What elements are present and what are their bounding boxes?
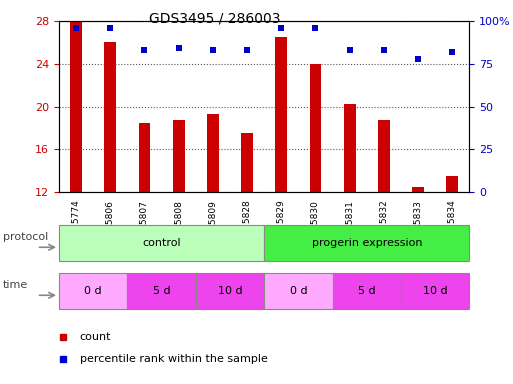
Bar bbox=[139, 122, 150, 192]
Text: percentile rank within the sample: percentile rank within the sample bbox=[80, 354, 267, 364]
Bar bbox=[196, 273, 264, 309]
Bar bbox=[173, 121, 185, 192]
Bar bbox=[59, 225, 264, 261]
Bar bbox=[446, 176, 458, 192]
Text: progerin expression: progerin expression bbox=[311, 238, 422, 248]
Bar bbox=[59, 273, 127, 309]
Text: GDS3495 / 286003: GDS3495 / 286003 bbox=[149, 12, 281, 25]
Bar bbox=[378, 121, 390, 192]
Bar bbox=[401, 273, 469, 309]
Text: 0 d: 0 d bbox=[289, 286, 307, 296]
Bar bbox=[264, 273, 332, 309]
Text: count: count bbox=[80, 331, 111, 341]
Text: 0 d: 0 d bbox=[84, 286, 102, 296]
Text: time: time bbox=[3, 280, 28, 290]
Bar bbox=[207, 114, 219, 192]
Bar bbox=[264, 225, 469, 261]
Bar bbox=[412, 187, 424, 192]
Bar bbox=[104, 43, 116, 192]
Bar bbox=[241, 133, 253, 192]
Text: 10 d: 10 d bbox=[423, 286, 447, 296]
Bar bbox=[309, 64, 322, 192]
Bar bbox=[70, 21, 82, 192]
Text: control: control bbox=[142, 238, 181, 248]
Text: 10 d: 10 d bbox=[218, 286, 242, 296]
Text: 5 d: 5 d bbox=[153, 286, 170, 296]
Text: protocol: protocol bbox=[3, 232, 48, 242]
Bar bbox=[344, 104, 356, 192]
Bar bbox=[332, 273, 401, 309]
Bar bbox=[127, 273, 196, 309]
Bar bbox=[275, 37, 287, 192]
Text: 5 d: 5 d bbox=[358, 286, 376, 296]
